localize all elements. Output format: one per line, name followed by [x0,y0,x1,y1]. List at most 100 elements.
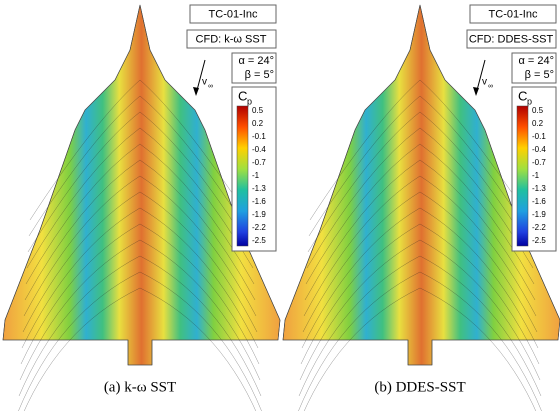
legend-symbol: C [238,88,247,103]
streamline [308,95,421,237]
beta-label: β = 5° [245,69,274,81]
velocity-symbol: v [202,77,207,88]
case-label: TC-01-Inc [489,8,538,20]
streamline [307,111,421,253]
cfd-box [466,29,557,49]
streamline [304,159,421,301]
streamline [419,143,535,285]
streamline [302,191,421,333]
colorbar [236,105,249,247]
velocity-arrowhead [473,87,479,96]
legend-tick-label: -0.7 [252,158,266,167]
legend-tick-label: -0.7 [532,158,546,167]
angle-box [231,52,277,84]
streamline [139,175,257,317]
streamline [419,175,537,317]
streamline [419,271,542,411]
legend-symbol: C [518,88,527,103]
streamline [25,143,141,285]
caption: (b) DDES-SST [374,379,465,395]
cfd-label: CFD: DDES-SST [469,33,554,45]
legend-tick-label: -1.9 [532,210,546,219]
cfd-box [186,29,277,49]
streamline [419,223,540,365]
streamline [139,159,256,301]
streamline [298,271,421,411]
legend-tick-label: -1.6 [252,197,266,206]
legend-tick-label: -1 [532,171,540,180]
legend-tick-label: -1.6 [532,197,546,206]
legend-tick-label: -1.9 [252,210,266,219]
streamline [139,207,259,349]
streamline [26,127,141,269]
aircraft-outline [282,4,560,366]
streamline [29,79,141,221]
legend-subscript: p [247,96,252,106]
streamline [300,223,421,365]
legend-tick-label: 0.5 [252,106,264,115]
velocity-subscript: ∞ [488,83,493,90]
legend-tick-label: -2.5 [532,236,546,245]
legend-tick-label: -1.3 [252,184,266,193]
streamline [301,207,421,349]
velocity-arrowhead [193,87,199,96]
legend-tick-label: -0.4 [252,145,266,154]
streamline [21,207,141,349]
streamline [139,191,258,333]
case-box [189,4,277,24]
legend-tick-label: 0.5 [532,106,544,115]
streamline [28,95,141,237]
streamline [419,239,541,381]
streamline [19,239,141,381]
streamline [419,191,538,333]
aircraft-outline [2,4,281,366]
streamline [299,239,421,381]
streamline [27,111,141,253]
alpha-label: α = 24° [518,55,554,67]
alpha-label: α = 24° [238,55,274,67]
streamline [139,143,255,285]
streamline [18,271,141,411]
legend-tick-label: 0.2 [252,119,264,128]
cfd-label: CFD: k-ω SST [196,33,267,45]
legend-tick-label: 0.2 [532,119,544,128]
legend-tick-label: -0.1 [252,132,266,141]
legend-tick-label: -2.2 [252,223,266,232]
streamline [419,287,537,411]
streamline [419,207,539,349]
streamline [303,175,421,317]
streamline [20,223,141,365]
colorbar [516,105,529,247]
streamline [305,143,421,285]
legend-subscript: p [527,96,532,106]
streamline [298,255,421,397]
caption: (a) k-ω SST [104,379,176,395]
streamline [306,127,421,269]
streamline [18,255,141,397]
streamline [23,287,141,411]
streamline [419,255,542,397]
legend-tick-label: -1 [252,171,260,180]
streamline [419,159,536,301]
legend-tick-label: -2.2 [532,223,546,232]
case-box [469,4,557,24]
streamline [139,287,257,411]
streamline [139,223,260,365]
streamline [139,255,262,397]
beta-label: β = 5° [525,69,554,81]
legend-tick-label: -2.5 [252,236,266,245]
velocity-symbol: v [482,77,487,88]
streamline [139,271,262,411]
velocity-subscript: ∞ [208,83,213,90]
streamline [24,159,141,301]
streamline [309,79,421,221]
angle-box [511,52,557,84]
streamline [22,191,141,333]
streamline [303,287,421,411]
case-label: TC-01-Inc [209,8,258,20]
streamline [23,175,141,317]
